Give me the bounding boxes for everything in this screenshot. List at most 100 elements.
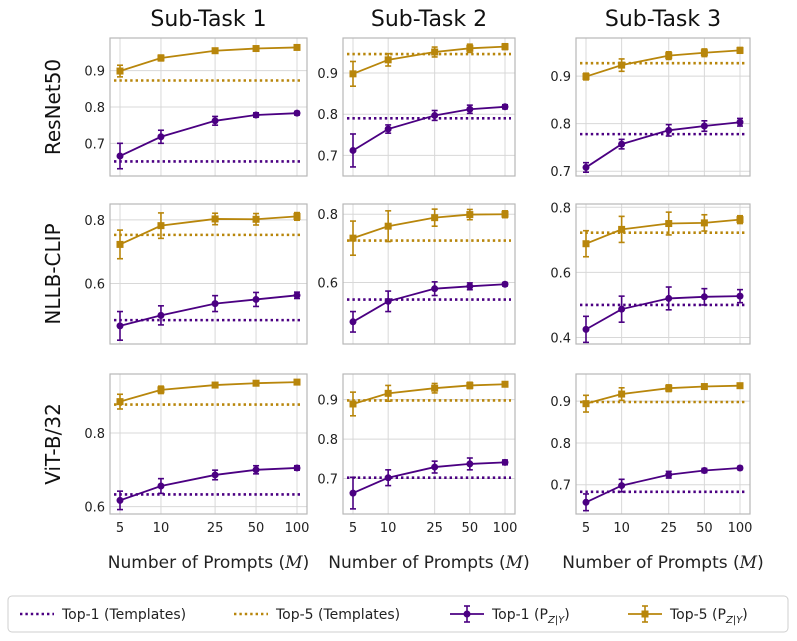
y-tick-label: 0.7 — [84, 137, 105, 152]
top5-point — [665, 384, 673, 392]
x-axis-label-close: ) — [303, 553, 310, 573]
top1-point — [700, 467, 708, 475]
column-title-3: Sub-Task 3 — [605, 7, 721, 32]
x-axis-label-var: M — [284, 553, 303, 573]
top1-point — [252, 295, 260, 303]
top5-point — [116, 67, 124, 75]
top1-point — [384, 297, 392, 305]
top5-point — [349, 400, 357, 408]
x-tick-label: 100 — [493, 521, 518, 536]
x-tick-label: 25 — [660, 521, 677, 536]
top1-point — [293, 109, 301, 117]
row-label-3: ViT-B/32 — [41, 403, 65, 485]
y-tick-label: 0.6 — [84, 278, 105, 293]
top5-point — [431, 214, 439, 222]
top5-point — [157, 386, 165, 394]
top5-point — [384, 222, 392, 230]
top1-point — [384, 125, 392, 133]
top5-point — [618, 61, 626, 69]
top1-point — [157, 133, 165, 141]
top1-series-line — [585, 121, 741, 169]
top1-point — [582, 498, 590, 506]
top1-series-line — [352, 105, 506, 152]
top5-point — [700, 383, 708, 391]
top5-point — [501, 43, 509, 51]
row-labels: ResNet50 NLLB-CLIP ViT-B/32 — [41, 59, 65, 485]
x-tick-label: 5 — [582, 521, 590, 536]
x-tick-label: 25 — [426, 521, 443, 536]
legend: Top-1 (Templates) Top-5 (Templates) Top-1 … — [7, 595, 789, 633]
x-axis-label-text: Number of Prompts ( — [328, 553, 505, 573]
top5-point — [582, 73, 590, 81]
top5-point — [431, 48, 439, 56]
y-tick-label: 0.8 — [550, 118, 571, 133]
top5-point — [618, 390, 626, 398]
x-tick-label: 10 — [153, 521, 170, 536]
column-title-2: Sub-Task 2 — [371, 7, 487, 32]
y-tick-label: 0.4 — [550, 331, 571, 346]
x-axis-label-var: M — [505, 553, 524, 573]
panel-frame — [575, 373, 751, 515]
x-tick-label: 25 — [207, 521, 224, 536]
x-axis-label-2: Number of Prompts (M) — [328, 553, 529, 573]
legend-top5-pzy-marker — [641, 610, 649, 618]
top1-point — [349, 318, 357, 326]
top1-point — [665, 294, 673, 302]
top5-point — [211, 47, 219, 55]
x-tick-label: 50 — [248, 521, 265, 536]
legend-top5-templates-label: Top-5 (Templates) — [275, 607, 400, 623]
y-tick-label: 0.6 — [84, 501, 105, 516]
y-tick-label: 0.9 — [317, 67, 338, 82]
panel-frame — [109, 37, 308, 177]
legend-top5-pzy-label-base: Top-5 (P — [669, 607, 726, 623]
x-axis-label-close: ) — [523, 553, 530, 573]
top1-point — [501, 280, 509, 288]
top1-point — [116, 152, 124, 160]
top1-point — [252, 466, 260, 474]
top1-point — [501, 458, 509, 466]
top5-point — [116, 240, 124, 248]
top1-point — [466, 282, 474, 290]
top1-point — [618, 305, 626, 313]
column-titles: Sub-Task 1 Sub-Task 2 Sub-Task 3 — [150, 7, 721, 32]
top1-point — [116, 496, 124, 504]
top1-point — [211, 117, 219, 125]
x-axis-label-3: Number of Prompts (M) — [562, 553, 763, 573]
top5-point — [349, 70, 357, 78]
top1-point — [157, 311, 165, 319]
legend-box — [7, 595, 789, 633]
top5-point — [157, 222, 165, 230]
legend-top1-pzy-label-base: Top-1 (P — [491, 607, 548, 623]
y-tick-label: 0.7 — [550, 479, 571, 494]
y-tick-label: 0.7 — [317, 473, 338, 488]
top1-point — [736, 464, 744, 472]
top5-point — [349, 234, 357, 242]
y-tick-label: 0.8 — [550, 201, 571, 216]
y-tick-label: 0.8 — [84, 427, 105, 442]
top5-point — [501, 210, 509, 218]
row-label-1: ResNet50 — [41, 59, 65, 155]
top5-point — [700, 49, 708, 57]
y-tick-label: 0.9 — [84, 65, 105, 80]
y-tick-label: 0.9 — [550, 395, 571, 410]
top1-point — [293, 291, 301, 299]
x-tick-label: 100 — [728, 521, 753, 536]
x-tick-label: 5 — [349, 521, 357, 536]
panel-frame — [575, 37, 751, 177]
top5-point — [211, 381, 219, 389]
panel-frame — [109, 373, 308, 515]
top5-point — [384, 389, 392, 397]
top5-point — [157, 54, 165, 62]
top1-point — [582, 325, 590, 333]
top1-point — [349, 146, 357, 154]
top1-point — [252, 111, 260, 119]
top5-point — [211, 215, 219, 223]
legend-top1-templates-label: Top-1 (Templates) — [61, 607, 186, 623]
column-title-1: Sub-Task 1 — [150, 7, 266, 32]
x-axis-label-var: M — [739, 553, 758, 573]
y-tick-label: 0.9 — [317, 394, 338, 409]
top1-point — [736, 292, 744, 300]
row-label-2: NLLB-CLIP — [41, 223, 65, 324]
top1-point — [501, 103, 509, 111]
